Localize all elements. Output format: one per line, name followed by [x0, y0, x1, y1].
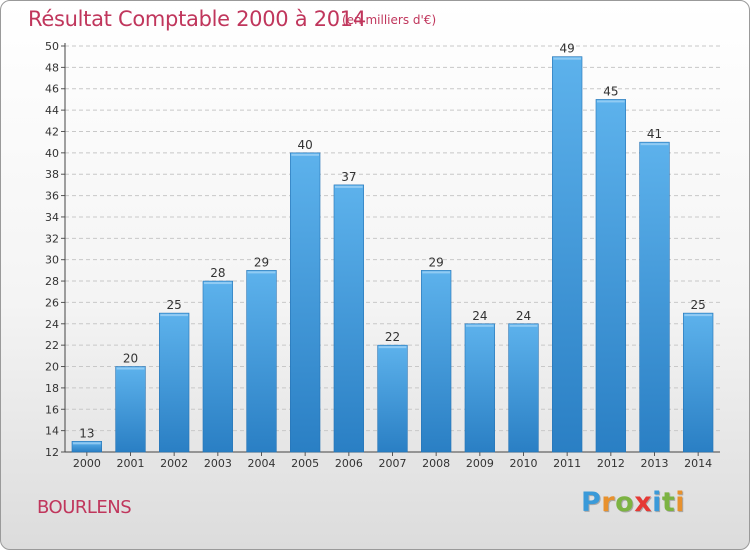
- x-tick-label: 2013: [641, 457, 669, 470]
- x-tick-label: 2011: [553, 457, 581, 470]
- bar-highlight: [553, 57, 582, 60]
- y-tick-label: 34: [45, 211, 59, 224]
- chart-subtitle: (en milliers d'€): [342, 13, 437, 27]
- logo-letter: r: [601, 487, 616, 518]
- bar-highlight: [422, 271, 451, 274]
- x-tick-label: 2001: [117, 457, 145, 470]
- bar: [421, 270, 452, 453]
- bar-highlight: [203, 282, 232, 285]
- bar-highlight: [378, 346, 407, 349]
- y-tick-label: 28: [45, 275, 59, 288]
- y-tick-label: 36: [45, 190, 59, 203]
- data-label: 41: [647, 127, 662, 141]
- x-tick-label: 2010: [510, 457, 538, 470]
- bar-highlight: [334, 185, 363, 188]
- data-label: 25: [691, 298, 706, 312]
- bar: [377, 344, 408, 453]
- proxiti-logo: Proxiti: [581, 487, 685, 518]
- bar: [115, 366, 146, 453]
- x-tick-label: 2007: [379, 457, 407, 470]
- bar: [552, 56, 583, 453]
- y-tick-label: 22: [45, 339, 59, 352]
- data-label: 28: [210, 266, 225, 280]
- data-label: 45: [603, 84, 618, 98]
- bar: [246, 270, 277, 453]
- bar-highlight: [116, 367, 145, 370]
- bar: [290, 152, 321, 453]
- y-tick-label: 42: [45, 125, 59, 138]
- y-tick-label: 24: [45, 318, 59, 331]
- data-label: 37: [341, 170, 356, 184]
- bar: [202, 280, 233, 453]
- logo-letter: t: [661, 487, 676, 518]
- y-tick-label: 46: [45, 83, 59, 96]
- data-label: 24: [472, 309, 487, 323]
- x-tick-label: 2005: [291, 457, 319, 470]
- y-tick-label: 32: [45, 232, 59, 245]
- y-tick-label: 38: [45, 168, 59, 181]
- x-tick-label: 2003: [204, 457, 232, 470]
- bar-highlight: [640, 143, 669, 146]
- y-tick-label: 44: [45, 104, 59, 117]
- logo-letter: P: [581, 487, 602, 518]
- bar: [333, 184, 364, 453]
- logo-letter: i: [675, 487, 686, 518]
- x-tick-label: 2008: [422, 457, 450, 470]
- bar: [508, 323, 539, 453]
- y-tick-label: 18: [45, 382, 59, 395]
- bar-highlight: [247, 271, 276, 274]
- data-label: 25: [167, 298, 182, 312]
- logo-letter: o: [615, 487, 635, 518]
- bar-highlight: [509, 324, 538, 327]
- data-label: 20: [123, 352, 138, 366]
- data-label: 29: [429, 255, 444, 269]
- data-label: 24: [516, 309, 531, 323]
- bar-highlight: [596, 100, 625, 103]
- bar-highlight: [160, 314, 189, 317]
- x-tick-label: 2014: [684, 457, 712, 470]
- chart-title: Résultat Comptable 2000 à 2014: [28, 7, 366, 31]
- data-label: 29: [254, 255, 269, 269]
- data-label: 22: [385, 330, 400, 344]
- bar-highlight: [291, 153, 320, 156]
- bar-highlight: [684, 314, 713, 317]
- x-tick-label: 2004: [248, 457, 276, 470]
- y-tick-label: 16: [45, 403, 59, 416]
- data-label: 49: [560, 42, 575, 56]
- x-tick-label: 2002: [160, 457, 188, 470]
- bar-highlight: [465, 324, 494, 327]
- x-tick-label: 2000: [73, 457, 101, 470]
- x-tick-label: 2006: [335, 457, 363, 470]
- bar-highlight: [72, 442, 101, 445]
- logo-letter: x: [634, 487, 653, 518]
- x-tick-label: 2012: [597, 457, 625, 470]
- bar: [71, 441, 102, 453]
- x-tick-label: 2009: [466, 457, 494, 470]
- bar: [639, 141, 670, 453]
- data-label: 13: [79, 426, 94, 440]
- logo-letter: i: [652, 487, 662, 518]
- bar: [595, 99, 626, 453]
- bar: [464, 323, 495, 453]
- commune-name: BOURLENS: [37, 497, 132, 518]
- bar: [683, 312, 714, 453]
- y-tick-label: 50: [45, 40, 59, 53]
- y-tick-label: 30: [45, 254, 59, 267]
- y-tick-label: 14: [45, 425, 59, 438]
- y-tick-label: 26: [45, 296, 59, 309]
- data-label: 40: [298, 138, 313, 152]
- y-tick-label: 48: [45, 61, 59, 74]
- y-tick-label: 12: [45, 446, 59, 459]
- bar: [159, 312, 190, 453]
- y-tick-label: 20: [45, 361, 59, 374]
- y-tick-label: 40: [45, 147, 59, 160]
